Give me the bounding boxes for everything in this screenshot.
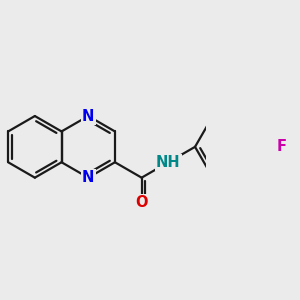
Text: F: F xyxy=(276,139,286,154)
Text: O: O xyxy=(135,195,148,210)
Text: N: N xyxy=(82,170,94,185)
Text: N: N xyxy=(82,109,94,124)
Text: NH: NH xyxy=(156,155,181,170)
